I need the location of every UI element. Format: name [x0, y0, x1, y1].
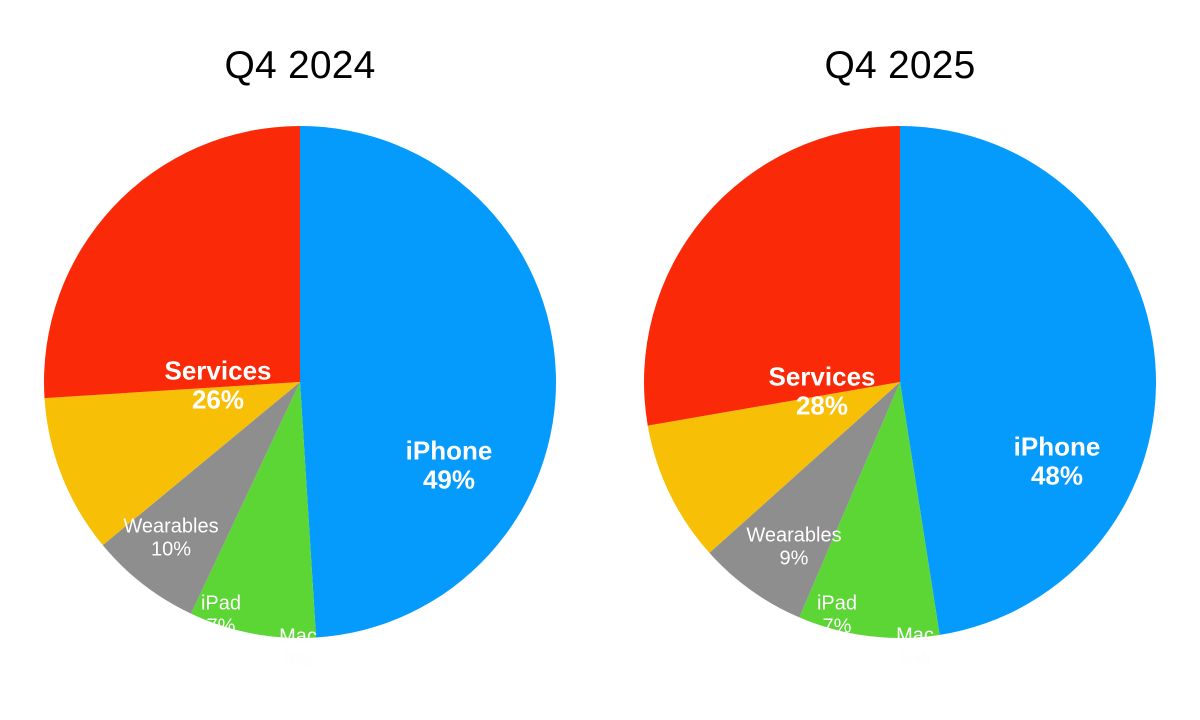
slice-label-iphone: iPhone 48%: [1013, 431, 1101, 492]
slice-label-services: Services 28%: [768, 361, 876, 422]
slice-label-iphone: iPhone 49%: [405, 435, 493, 496]
pie-chart-q4-2024: iPhone 49% Services 26% Wearables 10% iPad 7% Ma…: [30, 112, 570, 670]
slice-label-wearables: Wearables 10%: [123, 515, 218, 560]
slice-label-name: iPhone: [1013, 431, 1101, 462]
pie-slice-mac[interactable]: [191, 382, 317, 638]
slice-label-mac: Mac 8%: [279, 625, 317, 670]
slice-label-mac: Mac 9%: [896, 624, 934, 669]
slice-label-value: 7%: [206, 615, 236, 637]
pie-slice-services[interactable]: [644, 126, 900, 426]
slice-label-name: iPad: [200, 592, 242, 615]
slice-label-services: Services 26%: [164, 355, 272, 416]
pie-slice-mac[interactable]: [799, 382, 940, 639]
slice-label-value: 7%: [822, 615, 852, 637]
slice-label-name: iPad: [816, 592, 858, 615]
slice-label-value: 10%: [150, 538, 192, 560]
chart-title-q4-2024: Q4 2024: [224, 44, 376, 87]
chart-panel-q4-2024: Q4 2024 iPhone 49% Services 26% Wearables 10%…: [30, 44, 570, 670]
slice-label-name: Mac: [896, 624, 934, 647]
slice-label-wearables: Wearables 9%: [746, 524, 841, 569]
slice-label-ipad: iPad 7%: [201, 592, 241, 637]
slice-label-value: 8%: [283, 648, 313, 670]
slice-label-value: 9%: [900, 647, 930, 669]
slice-label-value: 9%: [779, 547, 809, 569]
slice-label-ipad: iPad 7%: [817, 592, 857, 637]
slice-label-value: 26%: [191, 385, 245, 415]
slice-label-name: Wearables: [746, 524, 842, 547]
pie-chart-q4-2025: iPhone 48% Services 28% Wearables 9% iPad 7% Mac…: [630, 112, 1170, 669]
chart-panel-q4-2025: Q4 2025 iPhone 48% Services 28% Wearables 9% i…: [600, 0, 1200, 720]
slice-label-value: 49%: [422, 465, 476, 495]
pie-slice-iphone[interactable]: [300, 126, 556, 638]
slice-label-name: iPhone: [405, 435, 493, 466]
pie-slices-q4-2024: [43, 126, 556, 638]
pie-slice-wearables[interactable]: [647, 382, 900, 553]
slice-label-name: Services: [768, 361, 876, 392]
slice-label-name: Mac: [279, 625, 317, 648]
slice-label-value: 28%: [795, 391, 849, 421]
pie-slice-iphone[interactable]: [900, 126, 1157, 635]
pie-slice-ipad[interactable]: [709, 382, 900, 618]
pie-slice-ipad[interactable]: [102, 382, 300, 614]
chart-title-q4-2025: Q4 2025: [824, 44, 976, 87]
pie-slice-services[interactable]: [43, 126, 300, 399]
pie-slices-q4-2025: [644, 126, 1157, 639]
pie-slice-wearables[interactable]: [44, 382, 300, 546]
slice-label-name: Wearables: [123, 515, 219, 538]
slice-label-value: 48%: [1030, 461, 1084, 491]
slice-label-name: Services: [164, 355, 272, 386]
